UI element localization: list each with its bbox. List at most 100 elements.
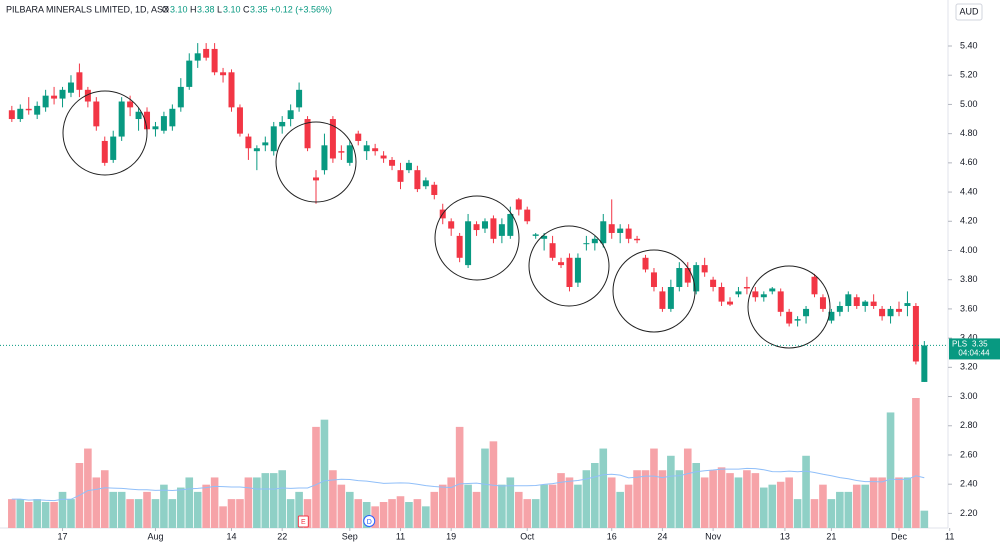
volume-bar (430, 491, 439, 528)
candle-body (845, 294, 852, 306)
volume-bar (607, 477, 616, 528)
candle-body (541, 235, 548, 239)
currency[interactable]: AUD (959, 6, 979, 16)
candle-body (169, 108, 176, 127)
volume-bar (278, 470, 287, 528)
volume-bar (33, 499, 41, 528)
volume-bar (675, 470, 684, 528)
candle-body (498, 224, 505, 236)
candle-body (380, 155, 387, 159)
volume-bar (751, 473, 760, 528)
candle-body (701, 265, 708, 273)
candle-body (270, 126, 277, 152)
candle-body (659, 291, 666, 309)
volume-bar (548, 484, 557, 528)
volume-bar (498, 484, 506, 528)
candle-body (895, 308, 902, 312)
volume-bar (151, 499, 160, 528)
volume-bar (16, 499, 25, 528)
candle-body (338, 151, 345, 153)
candle-body (262, 142, 269, 146)
symbol: PILBARA MINERALS LIMITED, 1D, ASX (6, 4, 169, 14)
event-marker (363, 515, 376, 527)
volume-bar (523, 499, 532, 528)
candle-body (431, 184, 438, 195)
y-tick-label: 5.00 (960, 99, 978, 109)
candle-body (59, 89, 66, 99)
volume-bar (202, 484, 210, 528)
candle-body (710, 279, 717, 288)
y-tick-label: 3.60 (960, 303, 978, 313)
volume-bar (802, 455, 810, 528)
candle-body (372, 148, 379, 152)
x-tick-label: Aug (147, 531, 163, 541)
volume-bar (41, 502, 50, 528)
volume-bar (109, 491, 118, 528)
volume-bar (261, 473, 270, 528)
volume-bar (134, 499, 143, 528)
candle-body (329, 119, 336, 159)
y-tick-label: 2.60 (960, 449, 978, 459)
candle-body (76, 72, 83, 90)
volume-bar (591, 463, 599, 528)
circle-annotation (275, 121, 357, 203)
candle-body (245, 136, 252, 149)
volume-bar (354, 499, 363, 528)
candle-body (819, 297, 826, 309)
currency-box[interactable] (955, 3, 983, 21)
candle-body (355, 133, 362, 141)
volume-bar (312, 426, 320, 528)
candle-body (101, 140, 108, 163)
candle-body (853, 297, 860, 306)
volume-bar (869, 477, 878, 528)
x-tick-label: 16 (607, 531, 617, 541)
candle-body (422, 180, 429, 187)
ohlc-key: C (243, 4, 250, 14)
candle-body (220, 72, 227, 76)
candle-body (811, 276, 818, 295)
volume-bar (819, 484, 827, 528)
event-label: E (301, 519, 306, 526)
candle-body (127, 101, 134, 108)
candle-body (507, 213, 514, 236)
candle-body (287, 110, 294, 120)
candle-body (228, 72, 235, 108)
volume-bar (303, 499, 312, 528)
candle-body (591, 238, 598, 244)
volume-bar (836, 491, 844, 528)
candle-body (363, 145, 370, 152)
candle-body (490, 218, 497, 239)
volume-bar (650, 448, 658, 528)
volume-bar (852, 484, 861, 528)
volume-bar (422, 506, 430, 528)
volume-bar (514, 491, 523, 528)
volume-bar (506, 477, 515, 528)
candle-body (194, 53, 201, 61)
candle-body (769, 288, 776, 292)
x-tick-label: 11 (945, 531, 954, 541)
volume-bar (227, 499, 236, 528)
candle-body (912, 305, 919, 362)
volume-bar (464, 484, 472, 528)
candle-body (727, 301, 734, 305)
volume-bar (776, 481, 785, 528)
volume-bar (667, 455, 675, 528)
circle-annotation (434, 195, 520, 281)
volume-bar (379, 502, 388, 528)
volume-bar (160, 484, 168, 528)
x-tick-label: 11 (396, 531, 405, 541)
x-tick-label: 21 (826, 531, 836, 541)
volume-bar (734, 477, 743, 528)
candle-body (8, 110, 15, 120)
candle-body (718, 287, 725, 302)
volume-bar (920, 510, 929, 528)
y-tick-label: 3.20 (960, 362, 978, 372)
candle-body (879, 308, 886, 317)
candle-body (676, 268, 683, 288)
volume-bar (337, 484, 346, 528)
candle-body (777, 291, 784, 312)
volume-bar (405, 502, 413, 528)
candle-body (650, 272, 657, 288)
volume-bar (810, 499, 819, 528)
